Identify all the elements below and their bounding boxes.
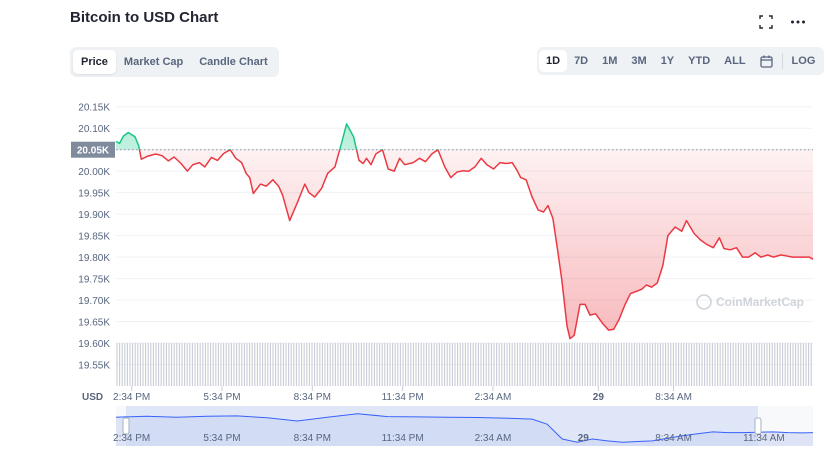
y-tick-label: 19.85K (78, 232, 110, 243)
watermark-text: CoinMarketCap (716, 295, 804, 309)
reference-value-label: 20.05K (77, 146, 110, 157)
expand-icon-glyph (759, 15, 773, 29)
y-tick-label: 19.90K (78, 210, 110, 221)
y-tick-label: 19.55K (78, 361, 110, 372)
y-axis: 20.15K 20.10K 20.00K 19.95K 19.90K 19.85K 19.8… (78, 103, 110, 403)
x-tick-label: 5:34 PM (203, 392, 240, 403)
chart-type-tabs: Price Market Cap Candle Chart (70, 47, 279, 77)
volume-bars (116, 343, 812, 386)
range-7d[interactable]: 7D (574, 55, 589, 67)
log-toggle[interactable]: LOG (791, 55, 816, 67)
coinmarketcap-logo-icon (696, 294, 712, 310)
price-line (115, 123, 814, 340)
tab-market-cap[interactable]: Market Cap (123, 56, 184, 68)
range-ytd[interactable]: YTD (688, 55, 711, 67)
y-tick-label: 20.15K (78, 103, 110, 114)
tab-candle-chart[interactable]: Candle Chart (199, 56, 268, 68)
navigator-line (115, 413, 814, 443)
navigator[interactable]: 2:34 PM 5:34 PM 8:34 PM 11:34 PM 2:34 AM 29 8:… (113, 406, 814, 446)
navigator-tick-label: 8:34 PM (294, 433, 331, 444)
x-tick-label: 8:34 PM (294, 392, 331, 403)
x-tick-label: 11:34 PM (382, 392, 424, 403)
calendar-icon[interactable] (753, 50, 780, 72)
coinmarketcap-logo: CoinMarketCap (696, 294, 804, 310)
x-tick-label: 2:34 AM (475, 392, 512, 403)
navigator-tick-label: 29 (578, 433, 590, 444)
navigator-tick-label: 11:34 AM (743, 433, 785, 444)
x-tick-label: 8:34 AM (655, 392, 692, 403)
page-title: Bitcoin to USD Chart (70, 9, 219, 26)
range-1d[interactable]: 1D (539, 50, 568, 72)
navigator-tick-label: 11:34 PM (382, 433, 424, 444)
navigator-tick-label: 8:34 AM (655, 433, 692, 444)
currency-label: USD (82, 392, 103, 403)
y-tick-label: 20.10K (78, 124, 110, 135)
y-tick-label: 19.60K (78, 339, 110, 350)
navigator-area (116, 413, 813, 446)
calendar-icon-glyph (759, 55, 773, 68)
reference-line: 20.05K (71, 141, 813, 158)
y-tick-label: 19.95K (78, 189, 110, 200)
tab-price[interactable]: Price (73, 50, 116, 74)
x-tick-label: 2:34 PM (113, 392, 150, 403)
x-axis: 2:34 PM 5:34 PM 8:34 PM 11:34 PM 2:34 AM 29 8:… (113, 386, 692, 403)
price-area (116, 123, 813, 339)
x-tick-label: 29 (593, 392, 605, 403)
reference-badge (71, 141, 115, 158)
more-horizontal-icon[interactable] (788, 12, 808, 32)
navigator-handle-left (122, 417, 130, 435)
y-tick-label: 19.70K (78, 296, 110, 307)
y-tick-label: 19.75K (78, 275, 110, 286)
price-line-down (138, 149, 814, 340)
navigator-handle-right (754, 417, 762, 435)
y-tick-label: 20.00K (78, 167, 110, 178)
watermark: CoinMarketCap (696, 294, 804, 310)
down-area (139, 149, 813, 339)
more-horizontal-icon-glyph (791, 20, 805, 24)
range-3m[interactable]: 3M (631, 55, 647, 67)
navigator-tick-label: 2:34 PM (113, 433, 150, 444)
y-tick-label: 19.65K (78, 318, 110, 329)
navigator-tick-label: 5:34 PM (203, 433, 240, 444)
y-tick-label: 19.80K (78, 253, 110, 264)
range-1m[interactable]: 1M (602, 55, 618, 67)
time-range-selector: 1D 7D 1M 3M 1Y YTD ALL LOG (537, 47, 825, 75)
divider (781, 53, 783, 69)
range-all[interactable]: ALL (724, 55, 746, 67)
navigator-tick-label: 2:34 AM (475, 433, 512, 444)
expand-icon[interactable] (756, 12, 776, 32)
range-1y[interactable]: 1Y (660, 55, 675, 67)
